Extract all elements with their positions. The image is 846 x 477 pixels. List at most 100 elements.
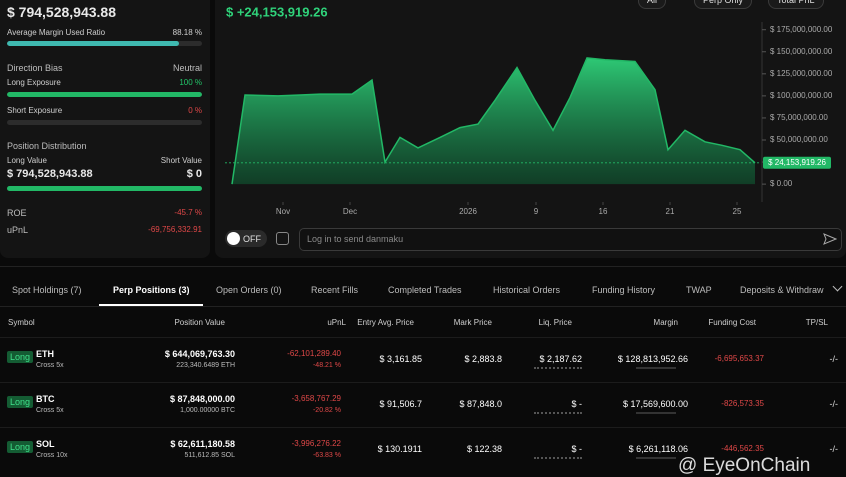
danmaku-toggle[interactable]: OFF: [225, 230, 267, 247]
margin-bar-track: [636, 412, 676, 414]
roe-label: ROE: [7, 208, 27, 218]
x-tick-label: Nov: [276, 207, 290, 216]
active-tab-underline: [99, 304, 203, 306]
distribution-title: Position Distribution: [7, 141, 87, 151]
x-tick-label: 16: [599, 207, 608, 216]
x-tick-label: 21: [666, 207, 675, 216]
tab[interactable]: Recent Fills: [311, 285, 359, 295]
divider: [0, 266, 846, 267]
side-badge: Long: [7, 396, 34, 408]
chart-title: $ +24,153,919.26: [226, 4, 328, 19]
tabs-more[interactable]: [832, 281, 843, 292]
margin: $ 6,261,118.06: [628, 444, 688, 454]
margin-mode: Cross 5x: [36, 407, 64, 414]
tp-sl: -/-: [829, 399, 839, 409]
y-tick-label: $ 0.00: [770, 179, 793, 188]
margin-bar-track: [636, 457, 676, 459]
long-exposure-label: Long Exposure: [7, 78, 61, 87]
margin-ratio-label: Average Margin Used Ratio: [7, 28, 106, 37]
send-icon[interactable]: [823, 232, 837, 246]
upnl-label: uPnL: [7, 225, 29, 235]
distribution-bar: [7, 186, 202, 191]
danmaku-placeholder: Log in to send danmaku: [307, 234, 404, 244]
column-header[interactable]: TP/SL: [805, 318, 828, 327]
y-tick-label: $ 100,000,000.00: [770, 91, 833, 100]
x-tick-label: Dec: [343, 207, 357, 216]
tab[interactable]: Spot Holdings (7): [12, 285, 82, 295]
column-header[interactable]: uPnL: [327, 318, 346, 327]
long-value-label: Long Value: [7, 156, 47, 165]
current-value-badge: [763, 156, 831, 169]
upnl-value: -69,756,332.91: [148, 225, 202, 234]
column-header[interactable]: Symbol: [8, 318, 35, 327]
y-tick-label: $ 50,000,000.00: [770, 135, 828, 144]
entry-price: $ 91,506.7: [379, 399, 422, 409]
tab-divider: [0, 306, 846, 307]
roe-value: -45.7 %: [174, 208, 202, 217]
short-exposure-value: 0 %: [188, 106, 202, 115]
bias-value: Neutral: [172, 63, 202, 73]
tab[interactable]: Deposits & Withdraw: [740, 285, 824, 295]
column-header[interactable]: Mark Price: [453, 318, 492, 327]
x-tick-label: 9: [534, 207, 539, 216]
margin-track: [7, 41, 202, 46]
position-value: $ 644,069,763.30: [164, 349, 235, 359]
upnl-percent: -63.83 %: [312, 452, 341, 459]
total-value: $ 794,528,943.88: [7, 4, 116, 20]
row-divider: [0, 427, 846, 428]
short-exposure-label: Short Exposure: [7, 106, 63, 115]
y-tick-label: $ 150,000,000.00: [770, 47, 833, 56]
column-header[interactable]: Position Value: [174, 318, 225, 327]
filter-dropdown[interactable]: Total PnL: [768, 0, 824, 9]
margin: $ 128,813,952.66: [617, 354, 688, 364]
margin-ratio-value: 88.18 %: [172, 28, 202, 37]
upnl-percent: -20.82 %: [312, 407, 341, 414]
long-exposure-value: 100 %: [179, 78, 202, 87]
watermark: @ EyeOnChain: [678, 455, 811, 476]
column-header[interactable]: Liq. Price: [538, 318, 572, 327]
long-track: [7, 92, 202, 97]
long-exposure-bar: [7, 92, 202, 97]
y-tick-label: $ 75,000,000.00: [770, 113, 828, 122]
upnl: -62,101,289.40: [287, 349, 341, 358]
funding-cost: -6,695,653.37: [714, 354, 764, 363]
symbol: BTC: [36, 394, 55, 404]
tab[interactable]: Completed Trades: [388, 285, 462, 295]
symbol: SOL: [36, 439, 55, 449]
margin-bar-track: [636, 367, 676, 369]
mark-price: $ 2,883.8: [464, 354, 502, 364]
tab[interactable]: Open Orders (0): [216, 285, 282, 295]
row-divider: [0, 382, 846, 383]
column-header[interactable]: Entry Avg. Price: [357, 318, 414, 327]
margin-bar: [7, 41, 179, 46]
column-header[interactable]: Margin: [653, 318, 678, 327]
entry-price: $ 130.1911: [377, 444, 422, 454]
liq-price: $ -: [571, 444, 582, 454]
funding-cost: -446,562.35: [721, 444, 764, 453]
row-divider: [0, 337, 846, 338]
position-value: $ 62,611,180.58: [170, 439, 235, 449]
funding-cost: -826,573.35: [721, 399, 764, 408]
column-header[interactable]: Funding Cost: [708, 318, 756, 327]
tab[interactable]: TWAP: [686, 285, 712, 295]
area-line: [231, 57, 756, 185]
entry-price: $ 3,161.85: [379, 354, 422, 364]
pnl-chart: $ +24,153,919.26 $ 0.00$ 25,000,000.00$ …: [225, 4, 833, 216]
tab[interactable]: Historical Orders: [493, 285, 561, 295]
position-size: 223,340.6489 ETH: [176, 362, 235, 369]
danmaku-input[interactable]: Log in to send danmaku: [299, 228, 842, 251]
margin-mode: Cross 5x: [36, 362, 64, 369]
upnl: -3,658,767.29: [291, 394, 341, 403]
mark-price: $ 87,848.0: [459, 399, 502, 409]
toggle-label: OFF: [243, 234, 261, 244]
mark-price: $ 122.38: [466, 444, 502, 454]
x-tick-label: 25: [733, 207, 742, 216]
side-badge: Long: [7, 441, 34, 453]
liq-underline: [534, 457, 582, 459]
tab[interactable]: Funding History: [592, 285, 656, 295]
symbol: ETH: [36, 349, 54, 359]
area-fill: [232, 57, 755, 185]
tab[interactable]: Perp Positions (3): [113, 285, 190, 295]
danmaku-settings[interactable]: [276, 232, 289, 245]
short-value: $ 0: [186, 168, 202, 180]
